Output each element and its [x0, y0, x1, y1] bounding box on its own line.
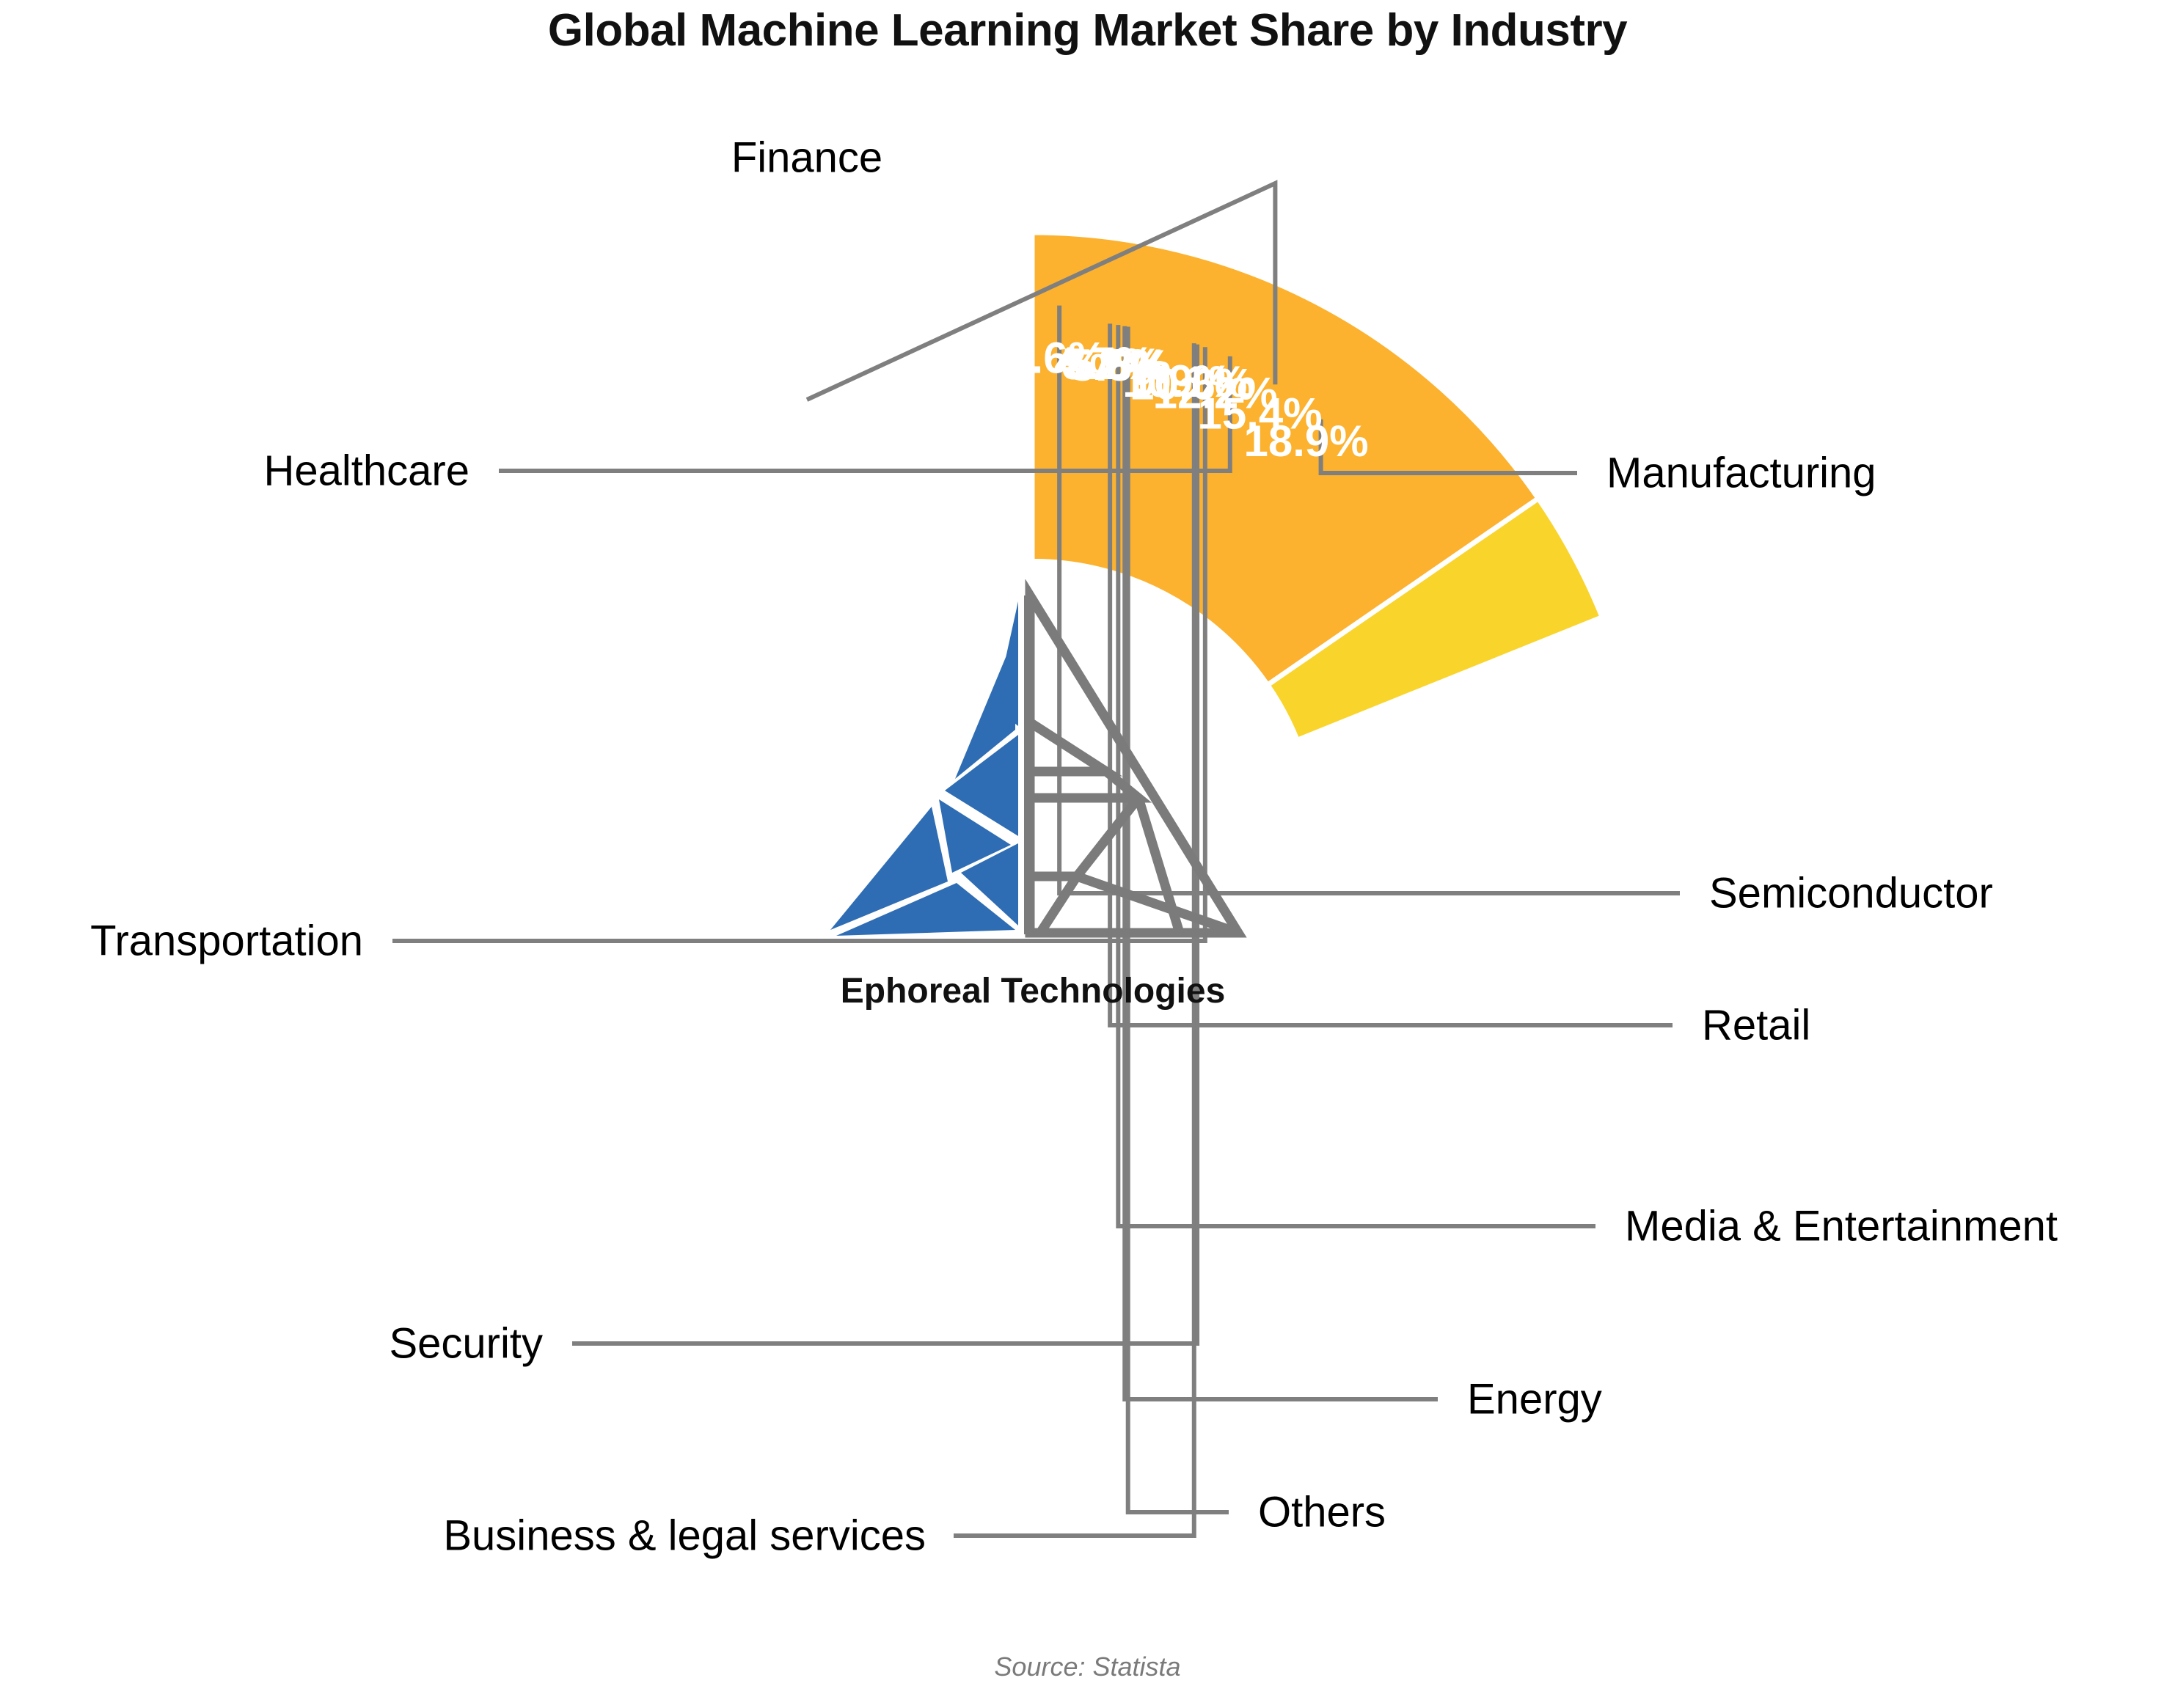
category-label-healthcare: Healthcare [264, 447, 469, 495]
logo-center-divider [1024, 595, 1033, 934]
slice-percent-label: 10.6% [1130, 360, 1254, 409]
slice-percent-label: 1.6% [1006, 334, 1107, 383]
slice-percent-label: 12.2% [1153, 368, 1278, 417]
slice-percent-label: 4.7% [1054, 338, 1155, 387]
category-label-security: Security [389, 1320, 543, 1368]
category-label-semiconductor: Semiconductor [1709, 870, 1993, 917]
leader-line [1122, 326, 1438, 1401]
slice-percent-label: 18.9% [1243, 417, 1368, 466]
category-label-business: Business & legal services [443, 1512, 926, 1560]
leader-line [1057, 305, 1680, 895]
logo-left-blue [830, 601, 1018, 936]
leader-line [392, 347, 1207, 943]
slice-percent-labels: 18.9% 1.6%4.7%5.2%5.6%5.8%9.9%10.1%10.6%1… [1006, 334, 1368, 466]
source-note: Source: Statista [994, 1652, 1181, 1682]
leader-line [499, 356, 1232, 473]
leader-line [1318, 419, 1577, 475]
leader-lines [392, 180, 1680, 1538]
slice-percent-label: 10.1% [1122, 357, 1247, 406]
category-label-others: Others [1258, 1489, 1386, 1536]
donut-slice[interactable] [1029, 230, 1541, 688]
leader-line [1116, 325, 1595, 1228]
brand-logo: Ephoreal Technologies [769, 579, 1297, 1034]
category-label-manufacturing: Manufacturing [1606, 450, 1876, 497]
slice-percent-label: 5.2% [1061, 340, 1162, 389]
logo-caption: Ephoreal Technologies [840, 972, 1226, 1011]
slice-percent-label: 5.8% [1071, 341, 1171, 390]
leader-line [572, 344, 1200, 1346]
leader-line [1108, 323, 1673, 1027]
slice-percent-label: 5.6% [1067, 340, 1168, 389]
category-label-media: Media & Entertainment [1625, 1203, 2058, 1250]
logo-right-gray [1025, 579, 1247, 938]
leader-line [805, 180, 1278, 402]
slice-percent-label: 15.4% [1197, 389, 1322, 438]
category-label-retail: Retail [1702, 1002, 1810, 1049]
page-title: Global Machine Learning Market Share by … [547, 5, 1628, 56]
category-label-finance: Finance [731, 134, 882, 182]
category-label-energy: Energy [1467, 1376, 1602, 1423]
triangle-logo-icon [830, 579, 1247, 938]
category-label-transportation: Transportation [90, 917, 363, 965]
leader-line [954, 343, 1196, 1538]
slice-percent-label: 9.9% [1132, 356, 1232, 406]
